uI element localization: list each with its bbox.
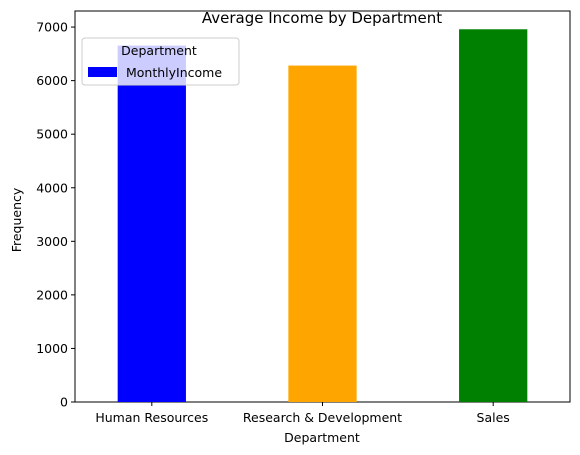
y-axis-label: Frequency — [9, 187, 24, 252]
y-tick-label: 4000 — [36, 180, 68, 195]
legend[interactable]: Department MonthlyIncome — [81, 37, 240, 86]
y-tick-label: 7000 — [36, 20, 68, 35]
bar-sales — [459, 29, 528, 402]
x-tick-label: Sales — [477, 410, 510, 425]
x-tick-label: Human Resources — [95, 410, 208, 425]
bars-group — [117, 29, 528, 402]
y-tick-label: 5000 — [36, 127, 68, 142]
y-axis: 0 1000 2000 3000 4000 5000 6000 7000 — [36, 20, 75, 410]
x-tick-label: Research & Development — [243, 410, 402, 425]
x-axis-label: Department — [284, 430, 360, 445]
y-tick-label: 6000 — [36, 73, 68, 88]
legend-entry-label: MonthlyIncome — [126, 65, 222, 80]
y-tick-label: 0 — [60, 395, 68, 410]
legend-title: Department — [121, 43, 197, 58]
bar-research-development — [288, 65, 357, 402]
chart-title: Average Income by Department — [202, 9, 442, 27]
bar-human-resources — [117, 45, 186, 402]
x-axis: Human Resources Research & Development Sal… — [95, 402, 510, 425]
y-tick-label: 2000 — [36, 287, 68, 302]
y-tick-label: 1000 — [36, 341, 68, 356]
legend-box — [81, 37, 240, 86]
y-tick-label: 3000 — [36, 234, 68, 249]
legend-swatch — [88, 67, 117, 77]
